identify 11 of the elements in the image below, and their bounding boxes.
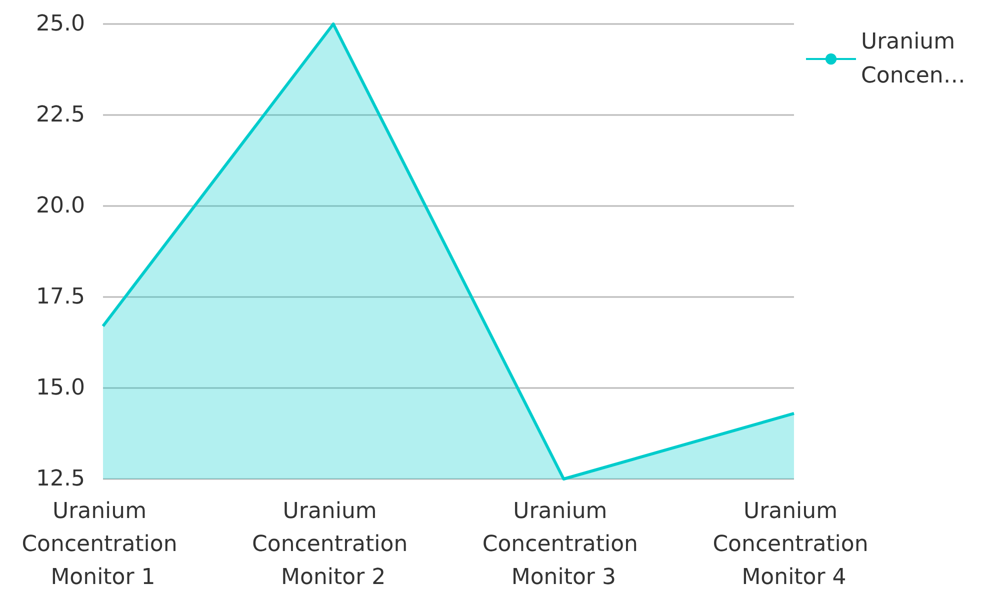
x-tick-label: Uranium Concentration Monitor 3 xyxy=(482,499,645,590)
y-tick-label: 17.5 xyxy=(36,284,85,310)
y-tick-label: 12.5 xyxy=(36,466,85,492)
y-tick-label: 15.0 xyxy=(36,376,85,400)
y-tick-label: 20.0 xyxy=(36,194,85,218)
y-tick-label: 22.5 xyxy=(36,102,85,128)
x-tick-label: Uranium Concentration Monitor 2 xyxy=(252,499,415,590)
x-tick-label: Uranium Concentration Monitor 1 xyxy=(22,499,184,590)
x-tick-label: Uranium Concentration Monitor 4 xyxy=(712,499,876,590)
legend-label: Uranium Concen… xyxy=(861,30,966,88)
y-tick-label: 25.0 xyxy=(36,12,85,36)
